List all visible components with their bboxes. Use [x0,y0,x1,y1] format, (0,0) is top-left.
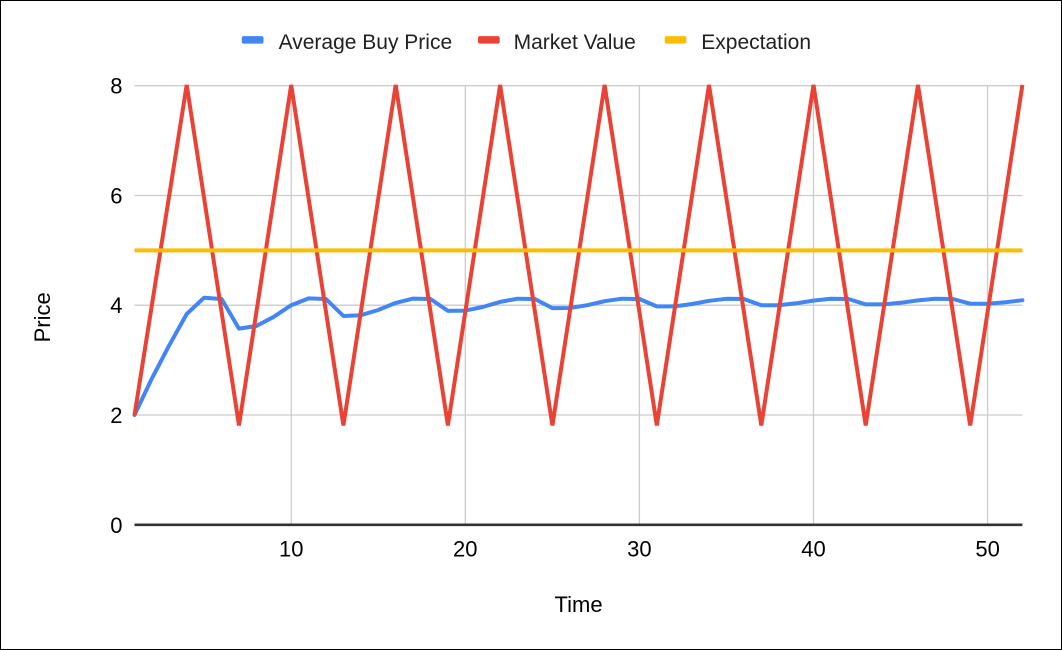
svg-text:Expectation: Expectation [701,31,811,54]
svg-text:6: 6 [110,184,122,209]
svg-text:Market Value: Market Value [514,31,636,54]
svg-text:8: 8 [110,74,122,99]
svg-text:20: 20 [453,536,477,561]
svg-text:0: 0 [110,513,122,538]
svg-text:40: 40 [801,536,825,561]
svg-text:30: 30 [627,536,651,561]
svg-text:50: 50 [975,536,999,561]
svg-text:2: 2 [110,403,122,428]
svg-text:Time: Time [555,592,603,617]
svg-text:4: 4 [110,293,122,318]
svg-text:10: 10 [279,536,303,561]
svg-text:Average Buy Price: Average Buy Price [279,31,453,54]
svg-text:Price: Price [30,292,55,342]
